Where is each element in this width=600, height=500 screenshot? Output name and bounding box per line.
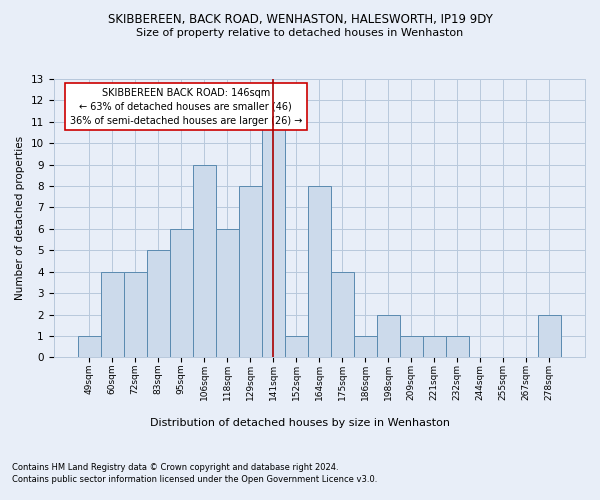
- Text: SKIBBEREEN, BACK ROAD, WENHASTON, HALESWORTH, IP19 9DY: SKIBBEREEN, BACK ROAD, WENHASTON, HALESW…: [107, 12, 493, 26]
- Bar: [170, 229, 193, 358]
- Bar: [331, 272, 354, 358]
- Bar: [400, 336, 423, 357]
- Bar: [216, 229, 239, 358]
- Bar: [239, 186, 262, 358]
- Text: SKIBBEREEN BACK ROAD: 146sqm
← 63% of detached houses are smaller (46)
36% of se: SKIBBEREEN BACK ROAD: 146sqm ← 63% of de…: [70, 88, 302, 126]
- Text: Contains public sector information licensed under the Open Government Licence v3: Contains public sector information licen…: [12, 475, 377, 484]
- Bar: [377, 314, 400, 358]
- Bar: [538, 314, 561, 358]
- Text: Contains HM Land Registry data © Crown copyright and database right 2024.: Contains HM Land Registry data © Crown c…: [12, 462, 338, 471]
- Bar: [354, 336, 377, 357]
- Bar: [101, 272, 124, 358]
- Y-axis label: Number of detached properties: Number of detached properties: [15, 136, 25, 300]
- Bar: [446, 336, 469, 357]
- Bar: [262, 122, 285, 358]
- Bar: [423, 336, 446, 357]
- Bar: [147, 250, 170, 358]
- Bar: [77, 336, 101, 357]
- Text: Distribution of detached houses by size in Wenhaston: Distribution of detached houses by size …: [150, 418, 450, 428]
- Text: Size of property relative to detached houses in Wenhaston: Size of property relative to detached ho…: [136, 28, 464, 38]
- Bar: [124, 272, 147, 358]
- Bar: [285, 336, 308, 357]
- Bar: [193, 164, 216, 358]
- Bar: [308, 186, 331, 358]
